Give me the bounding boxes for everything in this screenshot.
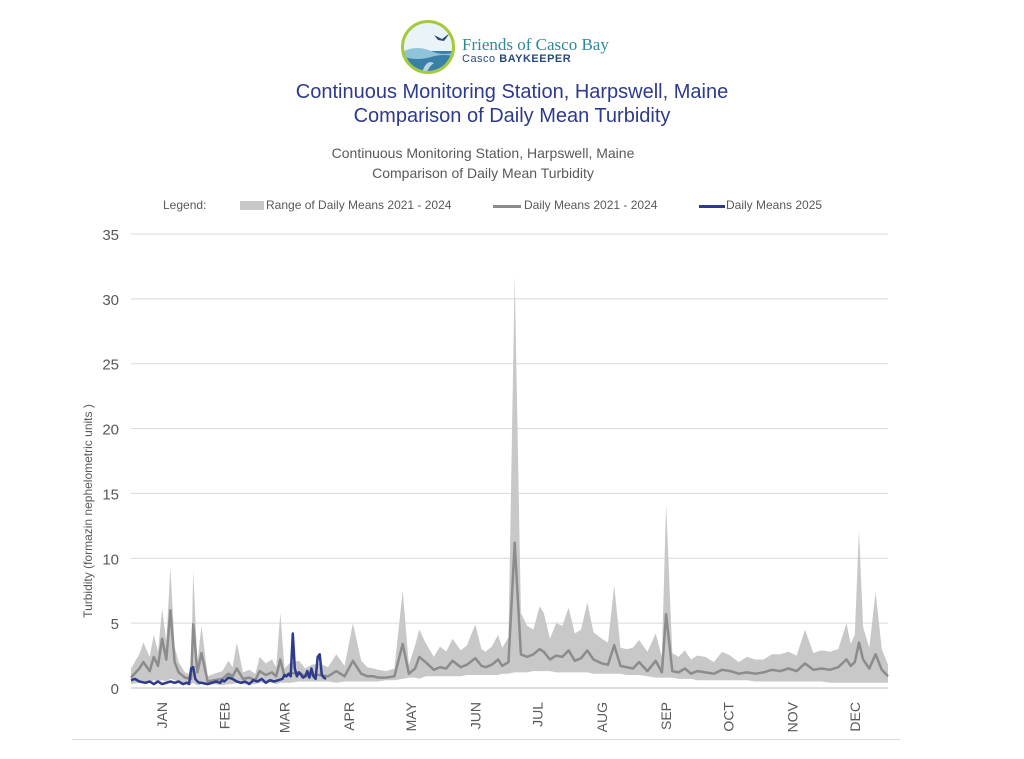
legend-title: Legend: — [163, 198, 207, 212]
y-tick-label-35: 35 — [102, 227, 119, 244]
y-tick-label-30: 30 — [102, 292, 119, 309]
x-tick-label-sep: SEP — [658, 702, 674, 730]
series-daily-means-2021-2024-line — [130, 541, 889, 683]
y-axis-label: Turbidity (formazin nephelometric units … — [81, 404, 95, 618]
x-tick-label-feb: FEB — [216, 702, 232, 729]
legend-range-label: Range of Daily Means 2021 - 2024 — [266, 198, 452, 212]
x-tick-label-may: MAY — [403, 701, 419, 731]
y-tick-label-25: 25 — [102, 357, 119, 374]
page-title-line1: Continuous Monitoring Station, Harpswell… — [295, 81, 729, 103]
legend-hist-swatch — [493, 205, 521, 208]
legend-2025-label: Daily Means 2025 — [726, 198, 823, 212]
y-tick-label-0: 0 — [111, 681, 119, 698]
y-tick-label-20: 20 — [102, 422, 119, 439]
legend-hist-label: Daily Means 2021 - 2024 — [524, 198, 658, 212]
x-tick-label-dec: DEC — [847, 702, 863, 732]
x-tick-label-jul: JUL — [529, 702, 545, 727]
y-tick-label-15: 15 — [102, 486, 119, 503]
x-tick-label-oct: OCT — [720, 702, 736, 732]
friends-of-casco-bay-logo: Friends of Casco Bay Casco BAYKEEPER — [401, 20, 641, 80]
series-daily-means-2025-line — [130, 632, 327, 686]
logo-emblem-icon — [401, 20, 455, 74]
legend-range-swatch — [240, 201, 264, 210]
x-tick-label-mar: MAR — [276, 702, 292, 733]
chart-subtitle: Comparison of Daily Mean Turbidity — [372, 165, 594, 181]
x-tick-label-jan: JAN — [154, 702, 170, 728]
x-tick-label-jun: JUN — [467, 702, 483, 729]
y-tick-label-10: 10 — [102, 551, 119, 568]
x-tick-label-nov: NOV — [785, 701, 801, 732]
logo-tagline: Casco BAYKEEPER — [462, 53, 572, 65]
bottom-divider — [72, 739, 900, 740]
x-tick-label-aug: AUG — [594, 702, 610, 732]
page-title-line2: Comparison of Daily Mean Turbidity — [353, 105, 671, 127]
legend-2025-swatch — [699, 205, 725, 208]
x-tick-label-apr: APR — [341, 702, 357, 731]
chart-title: Continuous Monitoring Station, Harpswell… — [331, 145, 635, 161]
logo-name: Friends of Casco Bay — [462, 35, 609, 54]
series-range-band — [131, 275, 888, 686]
y-tick-label-5: 5 — [111, 616, 119, 633]
